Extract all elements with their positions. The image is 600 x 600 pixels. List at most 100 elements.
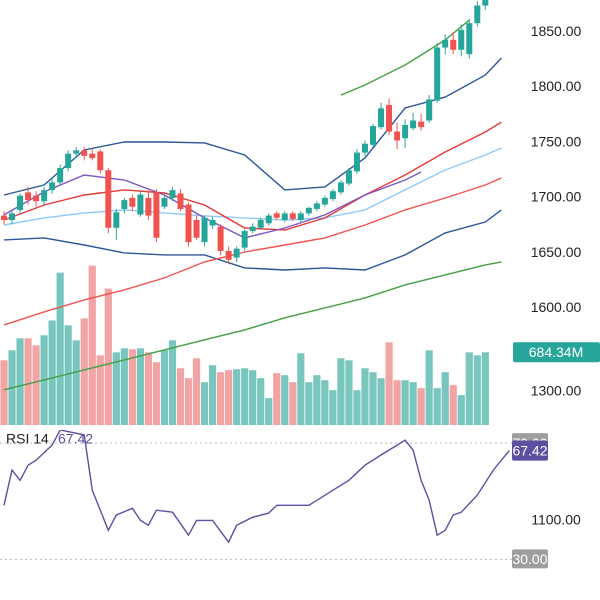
volume-bar <box>144 352 153 425</box>
volume-bar <box>385 342 393 425</box>
candle-body <box>89 153 96 159</box>
volume-bar <box>225 370 233 425</box>
volume-bar <box>120 348 128 425</box>
rsi-title: RSI 14 <box>6 431 49 447</box>
candle-body <box>297 213 304 221</box>
y-tick-label: 1850.00 <box>531 23 582 39</box>
candle-body <box>305 207 312 214</box>
indicator-line <box>3 147 502 226</box>
candle-body <box>289 213 296 219</box>
candle-body <box>394 131 401 141</box>
volume-bar <box>441 372 449 425</box>
candle-body <box>209 220 216 226</box>
volume-bar <box>265 398 273 425</box>
candle-body <box>474 5 481 24</box>
indicator-line <box>3 121 502 231</box>
candle-body <box>57 168 64 183</box>
volume-bar <box>329 390 337 425</box>
volume-bar <box>377 378 385 425</box>
candle-body <box>225 250 232 260</box>
candle-body <box>249 226 256 232</box>
indicator-line <box>3 171 422 239</box>
candle-body <box>137 194 144 215</box>
volume-bar <box>80 318 88 425</box>
volume-bar <box>88 265 96 425</box>
candle-body <box>370 126 377 145</box>
volume-bar <box>208 365 217 425</box>
volume-bar <box>305 382 313 425</box>
value-badge <box>513 342 600 363</box>
volume-bar <box>168 340 177 425</box>
y-tick-label: 1700.00 <box>531 189 582 205</box>
candle-body <box>153 192 160 238</box>
volume-bar <box>425 350 433 425</box>
volume-bar <box>289 382 297 425</box>
y-tick-label: 1750.00 <box>531 133 582 149</box>
indicator-line <box>3 209 502 271</box>
candle-body <box>466 23 473 55</box>
volume-bar <box>297 353 305 425</box>
volume-bar <box>465 352 473 425</box>
volume-bar <box>313 375 321 425</box>
candle-body <box>281 213 288 221</box>
volume-bar <box>249 370 257 425</box>
candle-body <box>257 220 264 228</box>
rsi-current: 67.42 <box>58 431 93 447</box>
candle-body <box>273 213 280 218</box>
candle-body <box>386 105 393 132</box>
volume-bar <box>337 358 345 425</box>
candle-body <box>121 200 128 209</box>
candle-body <box>25 192 32 201</box>
candle-body <box>9 213 16 221</box>
y-tick-label: 1650.00 <box>531 244 582 260</box>
value-label: 684.34M <box>529 344 583 360</box>
volume-bar <box>481 352 489 425</box>
candle-body <box>418 121 425 128</box>
candle-body <box>33 195 40 202</box>
volume-bar <box>112 352 120 425</box>
candle-body <box>434 47 441 101</box>
candle-body <box>345 170 352 184</box>
candle-body <box>193 220 200 238</box>
candle-body <box>233 248 240 258</box>
candle-body <box>81 150 88 156</box>
candle-body <box>217 226 224 251</box>
rsi-pane <box>0 430 515 560</box>
candle-body <box>161 197 168 207</box>
candle-body <box>65 153 72 169</box>
candle-body <box>442 39 449 48</box>
candle-body <box>73 150 80 154</box>
candle-body <box>329 191 336 199</box>
volume-bar <box>136 348 144 425</box>
axis: 1850.00 1800.00 1750.00 1700.00 1650.00 1600.… <box>512 23 600 569</box>
candle-body <box>41 190 48 202</box>
volume-bar <box>417 388 425 425</box>
volume-bar <box>369 372 377 425</box>
volume-pane <box>0 265 489 425</box>
volume-bar <box>233 369 241 425</box>
volume-bar <box>216 372 225 425</box>
volume-bar <box>345 360 353 425</box>
volume-bar <box>96 355 104 425</box>
candle-body <box>402 124 409 139</box>
candle-body <box>241 231 248 248</box>
volume-bar <box>16 338 24 425</box>
value-badge <box>512 440 548 461</box>
candle-body <box>129 197 136 207</box>
candle-body <box>410 120 417 129</box>
candle-body <box>113 212 120 228</box>
value-label: 67.42 <box>512 442 547 458</box>
candle-body <box>201 217 208 243</box>
volume-bar <box>104 288 112 425</box>
volume-bar <box>24 338 32 425</box>
volume-bar <box>192 358 201 425</box>
volume-bar <box>361 368 369 425</box>
volume-bar <box>32 345 40 425</box>
level-label: 30.00 <box>512 551 547 567</box>
scale-label: 1100.00 <box>531 512 581 528</box>
volume-bar <box>64 325 72 425</box>
volume-bar <box>433 388 441 425</box>
volume-bar <box>176 368 185 425</box>
y-tick-label: 1600.00 <box>531 299 582 315</box>
